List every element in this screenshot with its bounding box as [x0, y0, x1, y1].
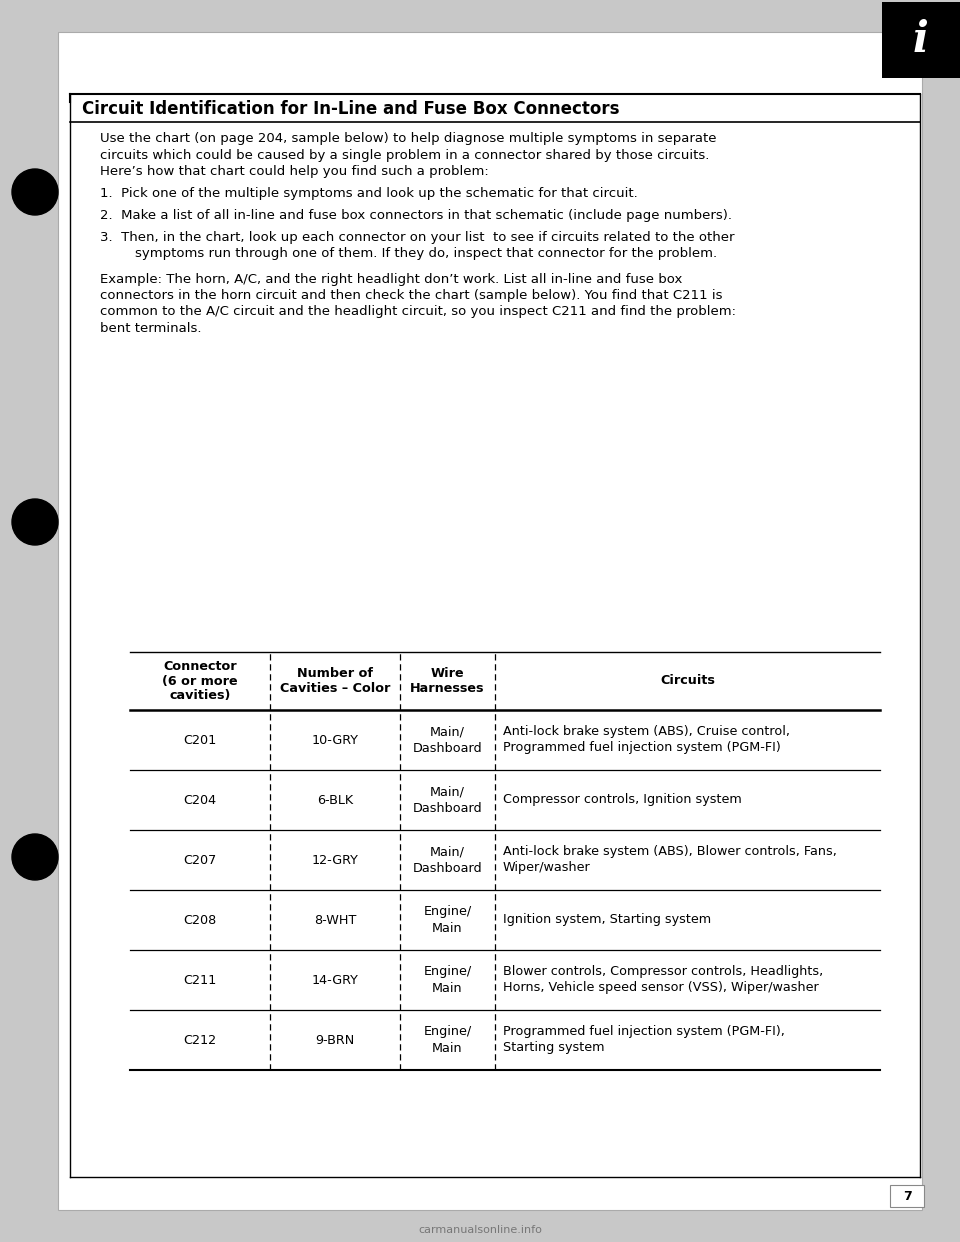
Text: bent terminals.: bent terminals.	[100, 322, 202, 335]
Text: Engine/: Engine/	[423, 965, 471, 979]
FancyBboxPatch shape	[890, 1185, 924, 1207]
Text: Horns, Vehicle speed sensor (VSS), Wiper/washer: Horns, Vehicle speed sensor (VSS), Wiper…	[503, 981, 819, 995]
Text: Connector
(6 or more
cavities): Connector (6 or more cavities)	[162, 660, 238, 703]
Text: Dashboard: Dashboard	[413, 741, 482, 754]
Text: C201: C201	[183, 734, 217, 746]
Text: 7: 7	[902, 1190, 911, 1202]
Text: Engine/: Engine/	[423, 905, 471, 919]
Text: Circuits: Circuits	[660, 674, 715, 688]
Text: Main/: Main/	[430, 725, 465, 739]
Text: symptoms run through one of them. If they do, inspect that connector for the pro: symptoms run through one of them. If the…	[118, 247, 717, 260]
Text: 8-WHT: 8-WHT	[314, 914, 356, 927]
Text: Circuit Identification for In-Line and Fuse Box Connectors: Circuit Identification for In-Line and F…	[82, 101, 619, 118]
Text: 12-GRY: 12-GRY	[312, 853, 358, 867]
Text: Wire
Harnesses: Wire Harnesses	[410, 667, 485, 696]
Text: common to the A/C circuit and the headlight circuit, so you inspect C211 and fin: common to the A/C circuit and the headli…	[100, 306, 736, 318]
Circle shape	[12, 169, 58, 215]
Text: Example: The horn, A/C, and the right headlight don’t work. List all in-line and: Example: The horn, A/C, and the right he…	[100, 272, 683, 286]
Text: 14-GRY: 14-GRY	[312, 974, 358, 986]
Text: 2.  Make a list of all in-line and fuse box connectors in that schematic (includ: 2. Make a list of all in-line and fuse b…	[100, 209, 732, 222]
Text: 10-GRY: 10-GRY	[311, 734, 358, 746]
Text: circuits which could be caused by a single problem in a connector shared by thos: circuits which could be caused by a sing…	[100, 149, 709, 161]
Text: 6-BLK: 6-BLK	[317, 794, 353, 806]
Text: Programmed fuel injection system (PGM-FI): Programmed fuel injection system (PGM-FI…	[503, 741, 780, 754]
Text: Use the chart (on page 204, sample below) to help diagnose multiple symptoms in : Use the chart (on page 204, sample below…	[100, 132, 716, 145]
Text: C204: C204	[183, 794, 217, 806]
Text: 3.  Then, in the chart, look up each connector on your list  to see if circuits : 3. Then, in the chart, look up each conn…	[100, 231, 734, 243]
Text: Compressor controls, Ignition system: Compressor controls, Ignition system	[503, 794, 742, 806]
Text: Programmed fuel injection system (PGM-FI),: Programmed fuel injection system (PGM-FI…	[503, 1026, 785, 1038]
FancyBboxPatch shape	[58, 32, 922, 1210]
Text: carmanualsonline.info: carmanualsonline.info	[418, 1225, 542, 1235]
Text: Anti-lock brake system (ABS), Cruise control,: Anti-lock brake system (ABS), Cruise con…	[503, 725, 790, 739]
Text: i: i	[913, 19, 929, 61]
Text: Starting system: Starting system	[503, 1042, 605, 1054]
Text: Main: Main	[432, 1042, 463, 1054]
Text: Anti-lock brake system (ABS), Blower controls, Fans,: Anti-lock brake system (ABS), Blower con…	[503, 846, 837, 858]
Text: Dashboard: Dashboard	[413, 801, 482, 815]
Circle shape	[12, 499, 58, 545]
Text: 1.  Pick one of the multiple symptoms and look up the schematic for that circuit: 1. Pick one of the multiple symptoms and…	[100, 188, 637, 200]
Circle shape	[12, 833, 58, 881]
FancyBboxPatch shape	[882, 2, 960, 78]
Text: Main/: Main/	[430, 785, 465, 799]
Text: Blower controls, Compressor controls, Headlights,: Blower controls, Compressor controls, He…	[503, 965, 824, 979]
Text: C211: C211	[183, 974, 217, 986]
Text: Here’s how that chart could help you find such a problem:: Here’s how that chart could help you fin…	[100, 165, 489, 178]
Text: Number of
Cavities – Color: Number of Cavities – Color	[279, 667, 390, 696]
Text: Dashboard: Dashboard	[413, 862, 482, 874]
Text: 9-BRN: 9-BRN	[316, 1033, 354, 1047]
Text: Wiper/washer: Wiper/washer	[503, 862, 590, 874]
Text: Main: Main	[432, 922, 463, 934]
Text: Ignition system, Starting system: Ignition system, Starting system	[503, 914, 711, 927]
Text: C207: C207	[183, 853, 217, 867]
Text: Main/: Main/	[430, 846, 465, 858]
Text: C212: C212	[183, 1033, 217, 1047]
Text: Main: Main	[432, 981, 463, 995]
Text: connectors in the horn circuit and then check the chart (sample below). You find: connectors in the horn circuit and then …	[100, 289, 723, 302]
Text: Engine/: Engine/	[423, 1026, 471, 1038]
Text: C208: C208	[183, 914, 217, 927]
